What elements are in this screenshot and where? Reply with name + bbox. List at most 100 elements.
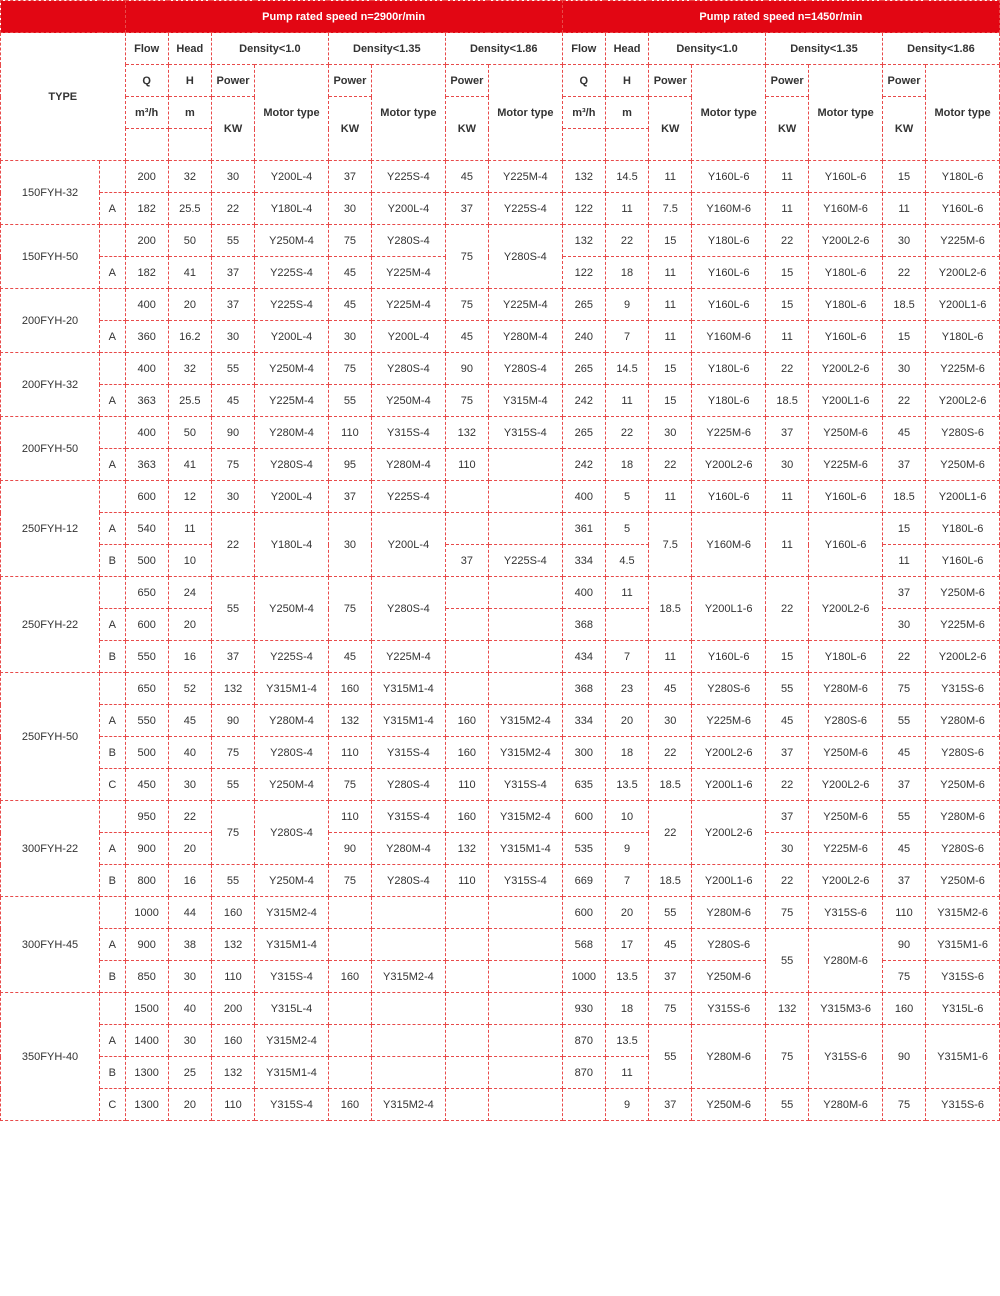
table-cell: Y315S-4 — [255, 961, 329, 993]
table-row: A3634175Y280S-495Y280M-41102421822Y200L2… — [1, 449, 1000, 481]
table-cell: 300FYH-45 — [1, 897, 100, 993]
table-cell: Y180L-6 — [692, 385, 766, 417]
table-cell: 11 — [766, 481, 809, 513]
table-cell: 600 — [562, 897, 605, 929]
table-cell: 90 — [211, 417, 254, 449]
table-cell: 32 — [168, 353, 211, 385]
q-header: Q — [125, 65, 168, 97]
table-cell: Y225M-6 — [926, 353, 1000, 385]
table-cell: Y280S-6 — [692, 929, 766, 961]
power-header: Power — [211, 65, 254, 97]
table-cell — [328, 1025, 371, 1057]
table-cell: A — [100, 321, 125, 353]
q-header: Q — [562, 65, 605, 97]
table-cell — [488, 481, 562, 513]
table-cell: Y280M-6 — [809, 1089, 883, 1121]
table-cell: 38 — [168, 929, 211, 961]
table-row: C4503055Y250M-475Y280S-4110Y315S-463513.… — [1, 769, 1000, 801]
table-cell: 870 — [562, 1057, 605, 1089]
table-cell: 37 — [211, 289, 254, 321]
table-cell: Y180L-6 — [926, 513, 1000, 545]
table-cell: 45 — [649, 673, 692, 705]
kw-header: KW — [882, 97, 925, 161]
table-cell: 24 — [168, 577, 211, 609]
table-cell: Y160L-6 — [809, 161, 883, 193]
table-cell: 650 — [125, 673, 168, 705]
table-cell: 95 — [328, 449, 371, 481]
table-cell — [445, 961, 488, 993]
hunit-header: m — [168, 97, 211, 129]
table-cell: Y280S-4 — [255, 737, 329, 769]
table-cell: 30 — [766, 833, 809, 865]
table-cell: 400 — [125, 417, 168, 449]
table-cell: Y315M2-4 — [488, 737, 562, 769]
density10-header: Density<1.0 — [211, 33, 328, 65]
table-cell: 15 — [766, 289, 809, 321]
table-cell: 242 — [562, 449, 605, 481]
table-cell: 400 — [125, 289, 168, 321]
table-cell: 11 — [882, 545, 925, 577]
table-cell — [562, 1089, 605, 1121]
table-cell: 90 — [882, 929, 925, 961]
table-cell — [445, 481, 488, 513]
table-row: A18225.522Y180L-430Y200L-437Y225S-412211… — [1, 193, 1000, 225]
density10-header: Density<1.0 — [649, 33, 766, 65]
table-cell — [445, 609, 488, 641]
table-cell: 250FYH-12 — [1, 481, 100, 577]
table-cell: 37 — [882, 577, 925, 609]
table-cell: Y315M2-4 — [488, 801, 562, 833]
table-cell: 30 — [649, 417, 692, 449]
table-cell: Y200L1-6 — [692, 577, 766, 641]
table-cell: 22 — [211, 193, 254, 225]
h-header: H — [605, 65, 648, 97]
table-cell — [488, 1089, 562, 1121]
table-cell: 75 — [766, 1025, 809, 1089]
table-row: A36016.230Y200L-430Y200L-445Y280M-424071… — [1, 321, 1000, 353]
table-cell: 20 — [168, 833, 211, 865]
table-cell — [372, 1025, 446, 1057]
table-cell: Y160L-6 — [692, 481, 766, 513]
table-cell: 55 — [211, 353, 254, 385]
table-cell: Y160L-6 — [692, 161, 766, 193]
table-cell: 25 — [168, 1057, 211, 1089]
table-cell: Y315S-6 — [926, 1089, 1000, 1121]
power-header: Power — [445, 65, 488, 97]
table-cell: A — [100, 705, 125, 737]
table-cell: B — [100, 545, 125, 577]
table-cell: Y280S-4 — [255, 801, 329, 865]
table-cell: 18.5 — [882, 289, 925, 321]
table-cell: Y280S-4 — [372, 577, 446, 641]
table-cell — [372, 929, 446, 961]
table-cell: 18 — [605, 993, 648, 1025]
table-cell: 50 — [168, 417, 211, 449]
table-row: B5501637Y225S-445Y225M-4434711Y160L-615Y… — [1, 641, 1000, 673]
table-cell: Y280S-4 — [372, 769, 446, 801]
table-row: A36325.545Y225M-455Y250M-475Y315M-424211… — [1, 385, 1000, 417]
table-cell: 1500 — [125, 993, 168, 1025]
table-cell: 52 — [168, 673, 211, 705]
table-cell: Y225M-4 — [488, 289, 562, 321]
table-cell — [488, 961, 562, 993]
table-cell: 18.5 — [766, 385, 809, 417]
table-cell: 37 — [328, 161, 371, 193]
table-cell: 132 — [445, 833, 488, 865]
table-cell: 363 — [125, 385, 168, 417]
table-cell: 75 — [211, 801, 254, 865]
table-cell: Y280M-4 — [488, 321, 562, 353]
table-cell: Y225S-4 — [372, 481, 446, 513]
table-cell: 360 — [125, 321, 168, 353]
table-cell: 150FYH-50 — [1, 225, 100, 289]
table-cell: 368 — [562, 609, 605, 641]
table-cell: 40 — [168, 737, 211, 769]
table-cell: Y315M1-4 — [255, 673, 329, 705]
table-cell: Y280M-4 — [372, 449, 446, 481]
table-cell: 45 — [882, 417, 925, 449]
table-cell: Y200L2-6 — [809, 353, 883, 385]
table-cell: Y315M1-4 — [488, 833, 562, 865]
table-cell: 75 — [211, 449, 254, 481]
table-cell: Y280S-4 — [488, 353, 562, 385]
table-cell: 37 — [649, 1089, 692, 1121]
motor-header: Motor type — [692, 65, 766, 161]
table-row: 200FYH-324003255Y250M-475Y280S-490Y280S-… — [1, 353, 1000, 385]
table-cell: Y315M1-6 — [926, 1025, 1000, 1089]
